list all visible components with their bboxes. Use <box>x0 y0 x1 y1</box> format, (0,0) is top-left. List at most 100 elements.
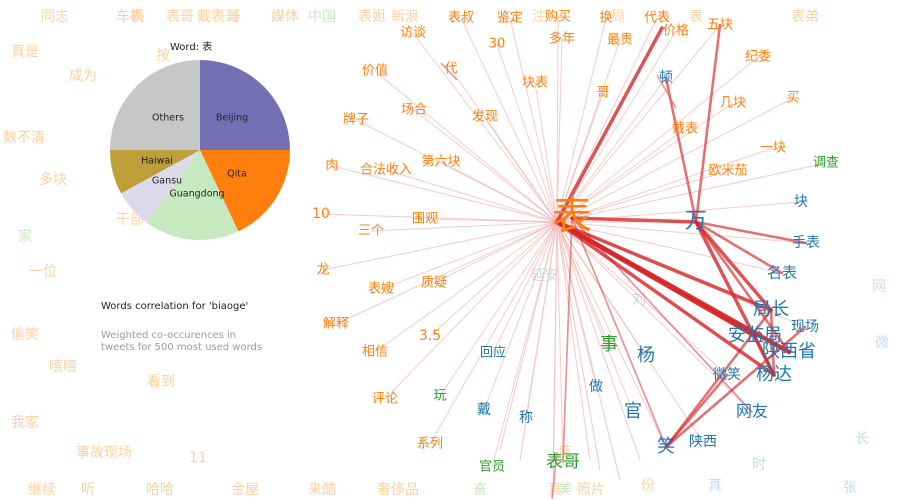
pie-slice-label: Guangdong <box>169 189 224 200</box>
node-label: 手表 <box>792 235 820 251</box>
edge-faint <box>429 221 558 445</box>
edge <box>555 220 776 377</box>
chart-subtitle-line1: Weighted co-occurences in <box>101 330 237 341</box>
pie-slice <box>110 60 200 150</box>
edge-faint <box>460 17 558 223</box>
edge-faint <box>556 221 667 448</box>
background-word: 来酷 <box>308 482 336 498</box>
edge-faint <box>484 116 558 223</box>
node-label: 代 <box>444 62 457 77</box>
edge-faint <box>556 221 728 376</box>
background-word: 表弟 <box>791 9 819 25</box>
edge-faint <box>556 24 721 223</box>
node-label: 块 <box>794 194 808 210</box>
node-label: 杨达 <box>756 364 792 385</box>
node-label: 龙 <box>316 263 329 278</box>
edge-faint <box>331 165 558 223</box>
edge <box>664 76 698 224</box>
edge-faint <box>556 221 564 463</box>
edge <box>656 74 677 109</box>
background-word: 微 <box>875 335 889 351</box>
pie-slice <box>121 150 200 223</box>
edge-faint <box>534 82 558 223</box>
edge <box>769 308 776 377</box>
background-word: 局 <box>611 9 625 25</box>
node-label: 官 <box>624 401 642 422</box>
background-word: 张 <box>843 480 857 496</box>
background-word: 份 <box>641 478 655 494</box>
node-label: 陕西省 <box>762 341 816 362</box>
node-label: 表叔 <box>448 11 474 26</box>
edge-faint <box>556 170 729 223</box>
edge-faint <box>413 109 558 223</box>
edge-faint <box>556 97 794 223</box>
edge-faint <box>439 221 558 397</box>
edge-faint <box>556 30 677 223</box>
edge-faint <box>556 221 621 481</box>
edge <box>571 217 753 413</box>
background-word: 真 <box>708 478 722 494</box>
pie-slice-label: Beijing <box>216 113 248 124</box>
edge-faint <box>370 221 558 232</box>
background-word: 家 <box>18 228 32 245</box>
edge-faint <box>556 16 559 223</box>
node-label: 合法收入 <box>360 163 412 178</box>
node-label: 陕西 <box>689 434 717 450</box>
node-label: 官员 <box>479 459 505 475</box>
edge-faint <box>556 221 601 471</box>
edge-faint <box>556 17 607 223</box>
node-label: 名表 <box>767 264 797 282</box>
node-label: 表哥 <box>546 452 580 472</box>
edge-faint <box>335 221 558 325</box>
node-label: 笑 <box>657 436 675 457</box>
edge-faint <box>385 169 558 223</box>
background-word: 媒体 <box>271 9 299 25</box>
pie-slice <box>147 150 239 240</box>
background-word: 新浪 <box>391 9 419 25</box>
edge-faint <box>556 221 634 413</box>
pie-slice-label: Haiwai <box>141 156 173 167</box>
edge-faint <box>556 77 667 223</box>
background-word: 表 <box>689 9 703 25</box>
edge <box>753 334 776 377</box>
background-word: 金屋 <box>231 482 259 498</box>
background-word: 事故现场 <box>76 445 132 461</box>
edge-faint <box>440 161 558 223</box>
node-label: 调查 <box>813 156 839 171</box>
node-label: 微笑 <box>713 367 741 383</box>
edge-faint <box>556 162 827 223</box>
chart-subtitle-line2: tweets for 500 most used words <box>101 342 263 353</box>
node-label: 纪委 <box>745 50 771 65</box>
node-label: 访谈 <box>400 26 426 41</box>
background-word: 偷笑 <box>11 327 39 343</box>
background-word: 继续 <box>28 481 56 498</box>
node-label: 块表 <box>522 76 548 91</box>
edge-faint <box>433 221 558 284</box>
edge <box>694 220 784 275</box>
background-word: 多块 <box>39 171 67 188</box>
background-word: 车祸 <box>116 8 144 25</box>
node-label: 10 <box>312 206 330 222</box>
edge-faint <box>492 221 558 354</box>
edge-faint <box>322 221 558 271</box>
edge-faint <box>499 221 558 451</box>
edge <box>664 308 773 449</box>
background-word: 表姐 <box>358 9 386 25</box>
node-label: 30 <box>489 37 506 52</box>
node-label: 牌子 <box>343 112 369 128</box>
background-word: 干部 <box>116 212 144 228</box>
node-label: 评论 <box>372 392 398 407</box>
node-label: 第六块 <box>421 155 460 170</box>
background-word: 照片 <box>577 482 605 498</box>
edge-faint <box>556 38 563 223</box>
node-label: 质疑 <box>421 275 447 291</box>
background-word: 奢侈品 <box>377 482 419 498</box>
background-word: 长 <box>855 431 869 447</box>
edge-faint <box>509 17 558 223</box>
edge-faint <box>556 147 774 223</box>
node-label: 杨 <box>637 345 655 366</box>
network-edges <box>320 16 827 500</box>
node-label: 代表 <box>644 11 670 26</box>
node-label: 几块 <box>720 96 746 111</box>
